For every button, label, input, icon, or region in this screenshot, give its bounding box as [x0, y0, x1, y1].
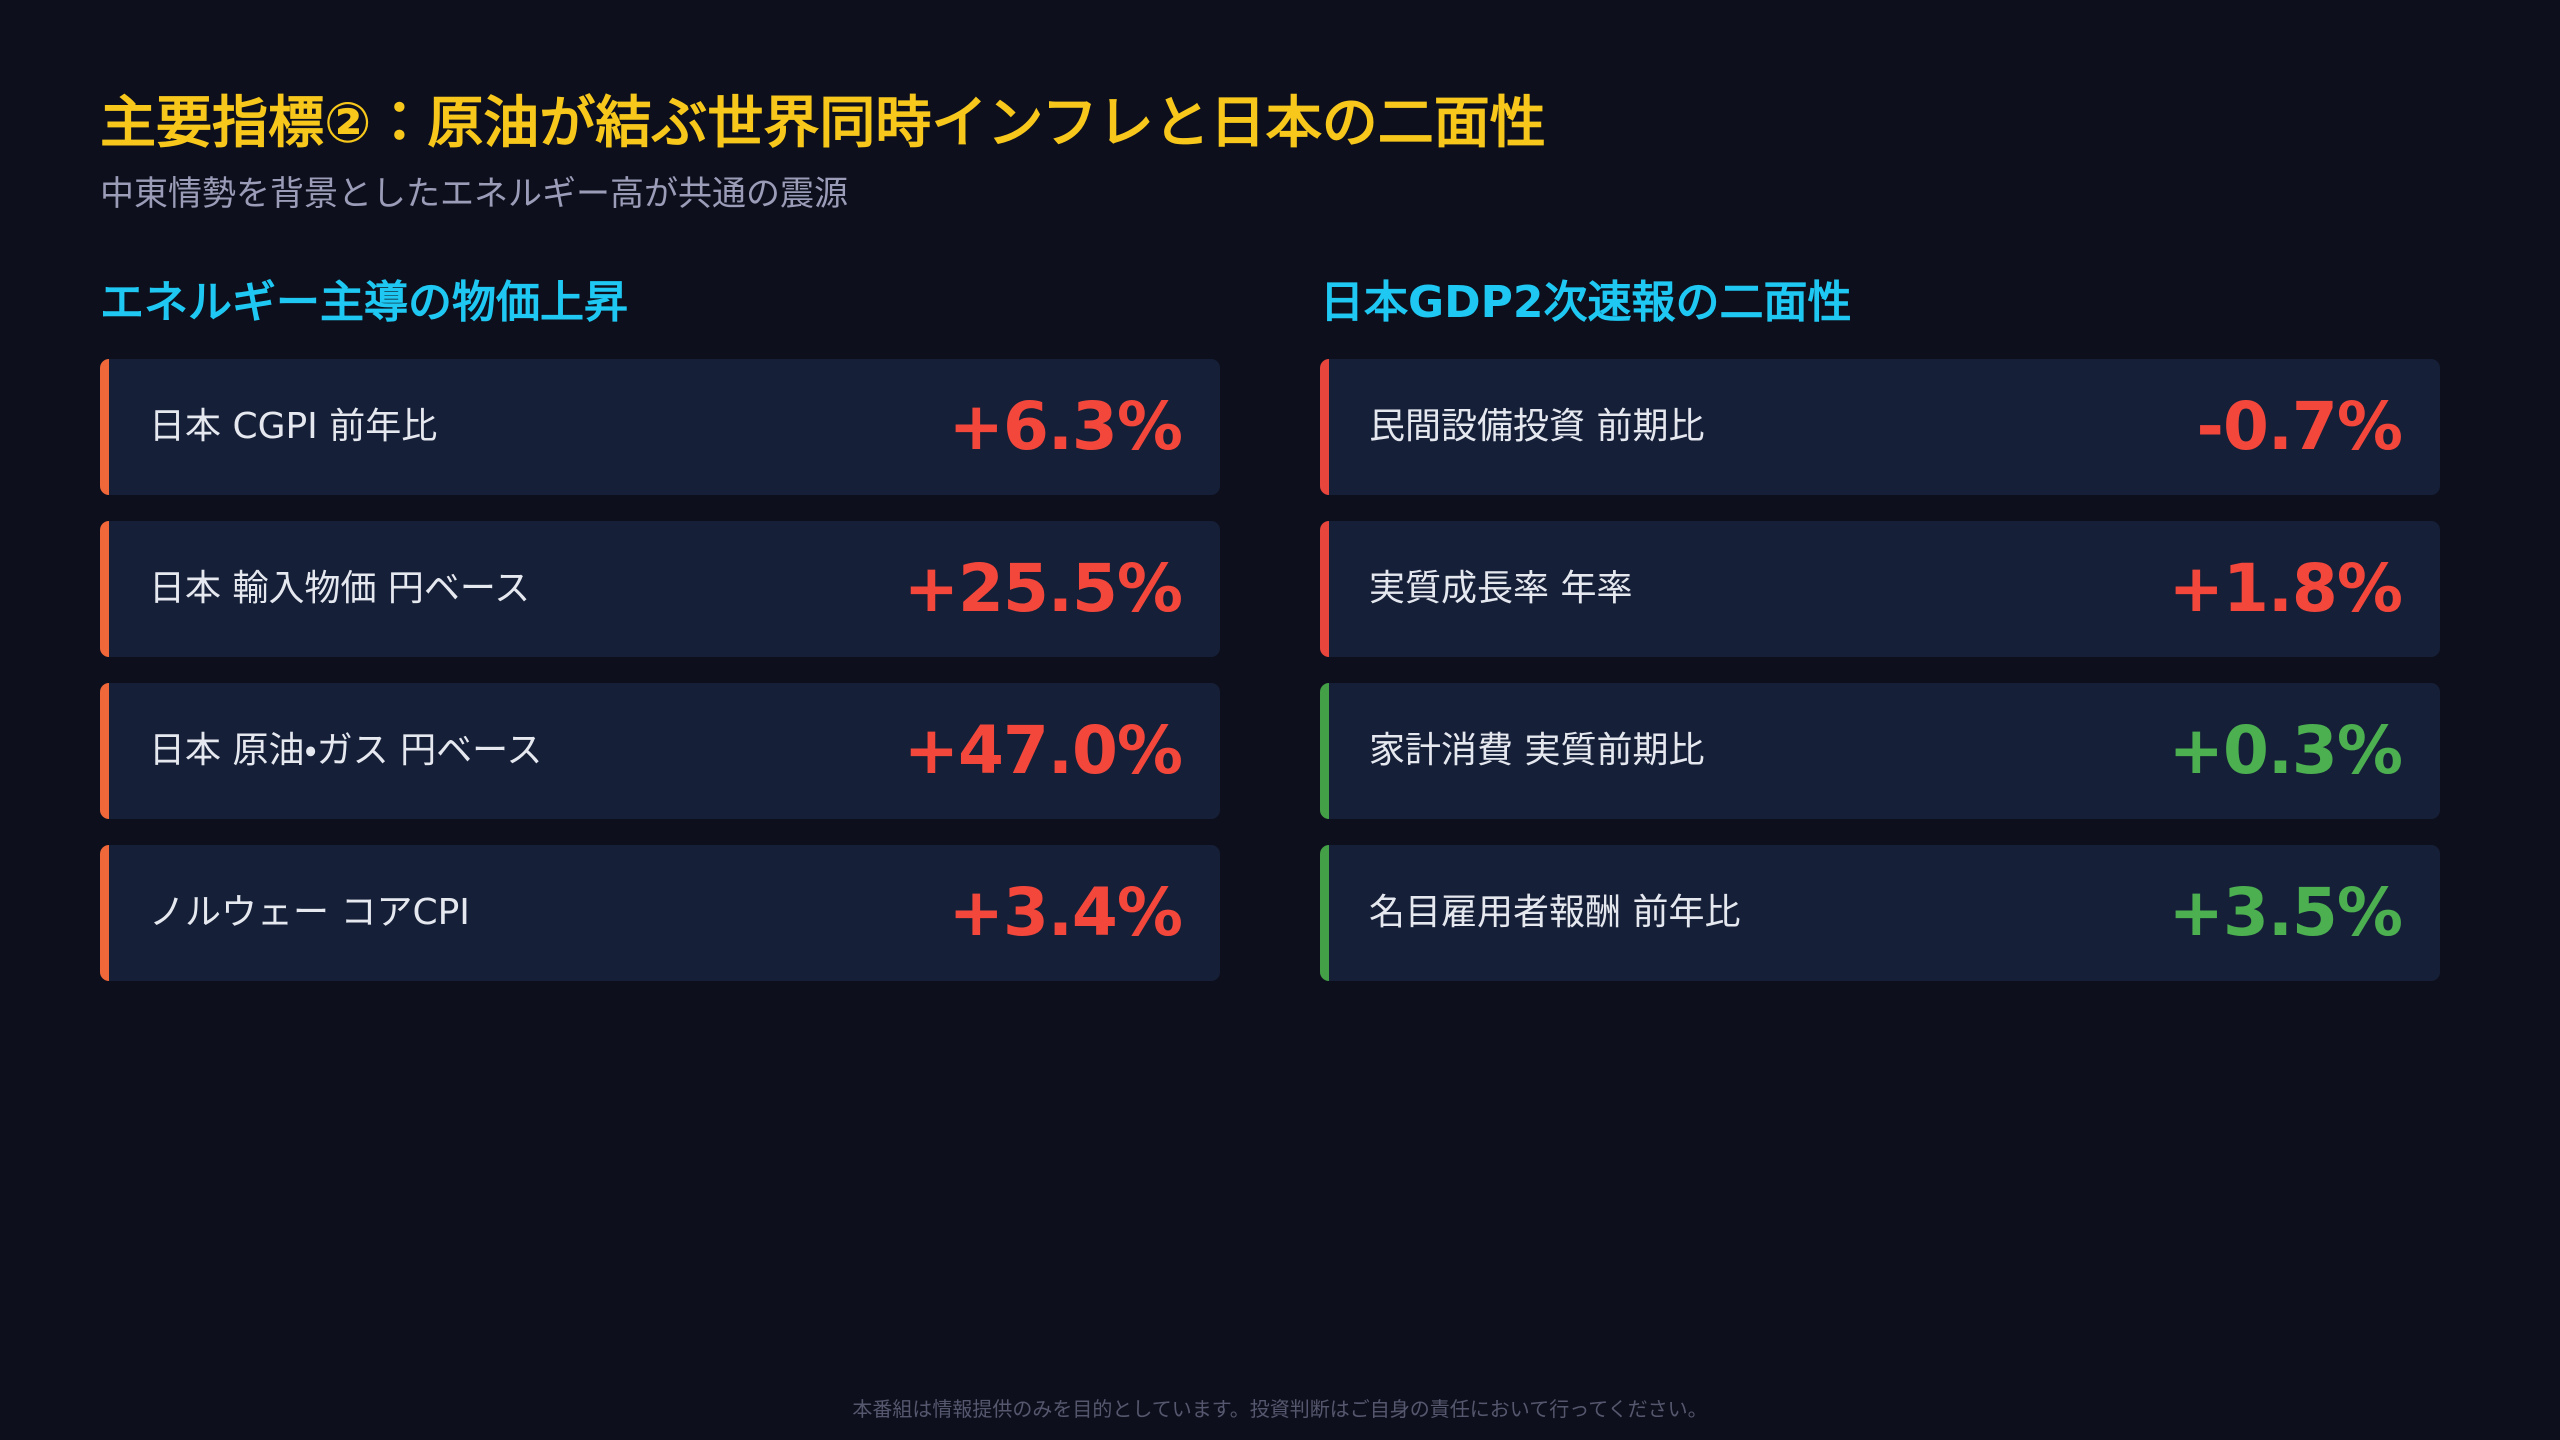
metric-value: +47.0%: [903, 712, 1183, 789]
section-heading: 日本GDP2次速報の二面性: [1320, 277, 1852, 328]
subtitle: 中東情勢を背景としたエネルギー高が共通の震源: [100, 174, 848, 214]
metric-card: ノルウェー コアCPI +3.4%: [100, 845, 1220, 981]
metric-card: 日本 輸入物価 円ベース +25.5%: [100, 521, 1220, 657]
title: 主要指標②：原油が結ぶ世界同時インフレと日本の二面性: [100, 91, 1546, 156]
metric-value: +3.4%: [948, 874, 1183, 951]
metric-label: ノルウェー コアCPI: [149, 892, 470, 933]
disclaimer: 本番組は情報提供のみを目的としています。投資判断はご自身の責任において行ってくだ…: [852, 1397, 1708, 1421]
metric-value: +1.8%: [2168, 550, 2403, 627]
metric-card: 実質成長率 年率 +1.8%: [1320, 521, 2440, 657]
metric-card: 民間設備投資 前期比 -0.7%: [1320, 359, 2440, 495]
metric-value: +3.5%: [2168, 874, 2403, 951]
metric-card: 名目雇用者報酬 前年比 +3.5%: [1320, 845, 2440, 981]
metric-value: +0.3%: [2168, 712, 2403, 789]
metric-label: 実質成長率 年率: [1369, 568, 1633, 609]
metric-label: 日本 CGPI 前年比: [149, 406, 438, 447]
metric-value: -0.7%: [2196, 388, 2403, 465]
metric-card: 家計消費 実質前期比 +0.3%: [1320, 683, 2440, 819]
metric-card: 日本 CGPI 前年比 +6.3%: [100, 359, 1220, 495]
metric-label: 民間設備投資 前期比: [1369, 406, 1705, 447]
metric-label: 名目雇用者報酬 前年比: [1369, 892, 1741, 933]
metric-label: 日本 原油・ガス 円ベース: [149, 730, 543, 771]
metric-card: 日本 原油・ガス 円ベース +47.0%: [100, 683, 1220, 819]
metric-label: 日本 輸入物価 円ベース: [149, 568, 531, 609]
metric-label: 家計消費 実質前期比: [1369, 730, 1705, 771]
section-heading: エネルギー主導の物価上昇: [100, 277, 628, 328]
metric-value: +25.5%: [903, 550, 1183, 627]
metric-value: +6.3%: [948, 388, 1183, 465]
